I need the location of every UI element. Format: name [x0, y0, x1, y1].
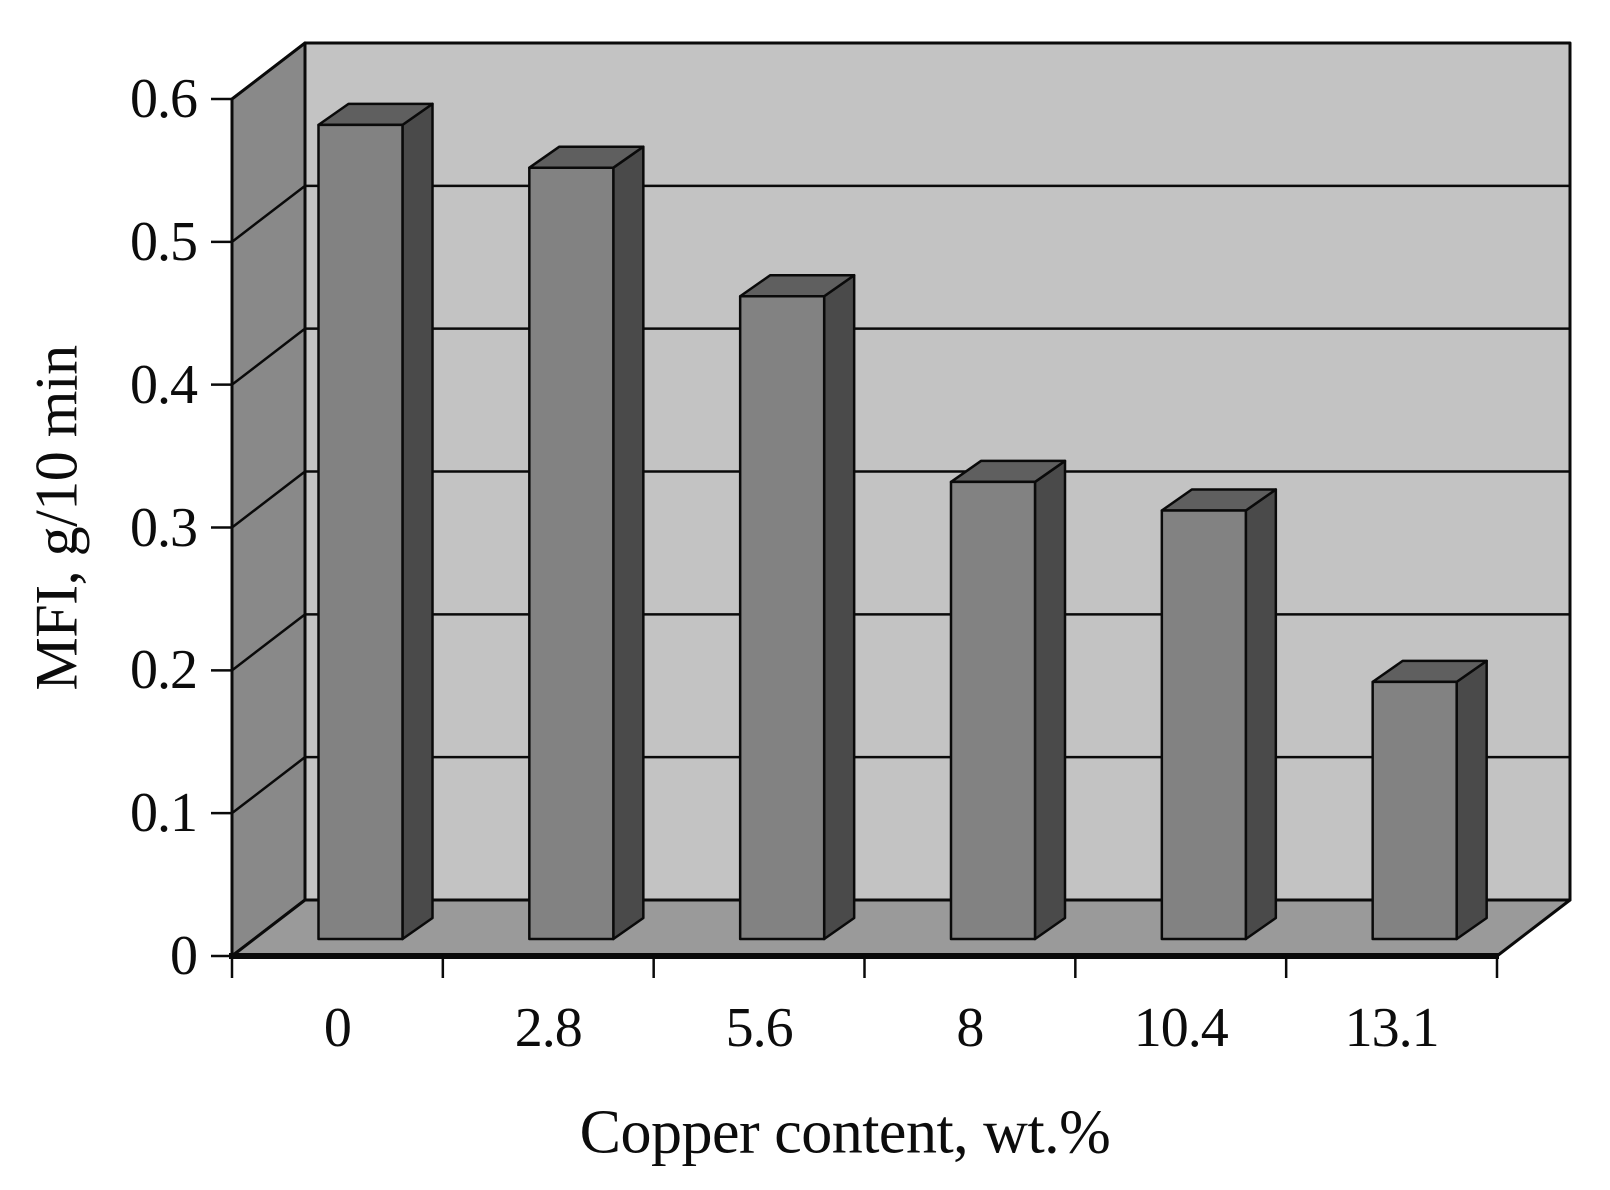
y-axis-title: MFI, g/10 min	[23, 345, 90, 691]
bar	[738, 295, 826, 941]
x-tick-label: 5.6	[725, 997, 794, 1059]
x-tick-label: 10.4	[1133, 997, 1229, 1059]
x-tick-label: 2.8	[514, 997, 583, 1059]
gridline-left-wall	[231, 184, 306, 243]
x-tick-label: 8	[956, 997, 984, 1059]
gridline-left-wall	[231, 42, 306, 100]
y-tick-label: 0.5	[130, 210, 198, 273]
gridline-left-wall	[231, 756, 306, 815]
y-tick-label: 0.1	[130, 782, 198, 845]
gridline-left-wall	[231, 613, 306, 672]
bar	[1160, 509, 1248, 941]
bar-side-face	[612, 145, 645, 941]
bar	[1371, 680, 1458, 941]
y-tick-label: 0.2	[130, 639, 198, 702]
bar-side-face	[1455, 659, 1488, 941]
gridline-left-wall	[231, 327, 306, 386]
bar	[949, 480, 1037, 941]
bar-side-face	[1244, 488, 1278, 941]
gridline-left-wall	[231, 470, 306, 529]
x-tick-label: 13.1	[1344, 997, 1440, 1059]
x-tick-label: 0	[323, 997, 352, 1059]
bar-side-face	[822, 274, 856, 941]
bar-side-face	[401, 102, 434, 941]
y-tick-label: 0.4	[130, 353, 198, 416]
bar	[317, 123, 404, 941]
y-tick-label: 0.6	[130, 68, 198, 130]
y-tick-label: 0.3	[130, 496, 198, 559]
bar	[528, 166, 615, 941]
x-axis-title: Copper content, wt.%	[579, 1098, 1111, 1167]
bar-side-face	[1033, 459, 1067, 941]
y-tick-label: 0	[170, 925, 198, 987]
